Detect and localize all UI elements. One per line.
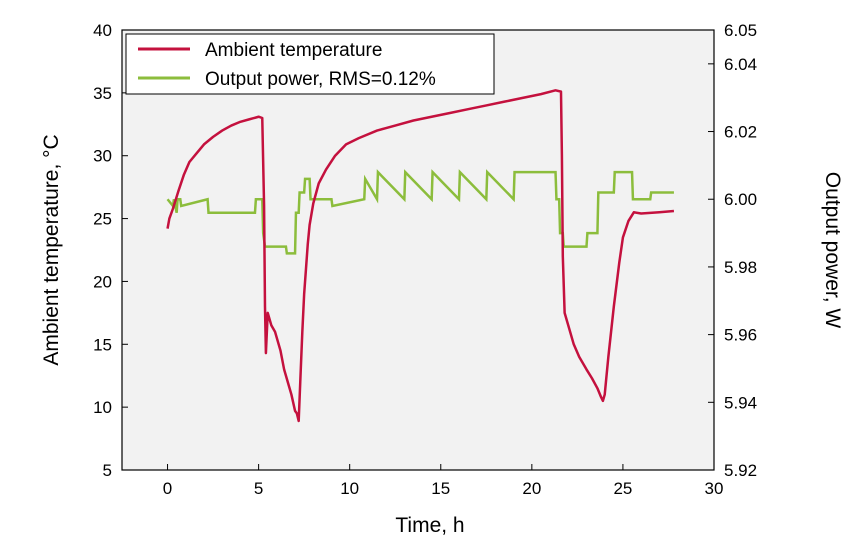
y-left-tick-label: 5	[103, 461, 112, 480]
temperature-series-line	[166, 89, 675, 423]
temperature-series-group	[166, 89, 675, 423]
legend-label-temperature: Ambient temperature	[205, 40, 382, 61]
y-left-axis-title: Ambient temperature, °C	[40, 134, 63, 365]
x-tick-label: 20	[522, 479, 541, 498]
y-left-tick-label: 40	[93, 21, 112, 40]
y-left-tick-label: 20	[93, 272, 112, 291]
y-left-tick-label: 10	[93, 398, 112, 417]
y-right-tick-label: 5.98	[724, 258, 757, 277]
x-tick-label: 10	[340, 479, 359, 498]
y-left-tick-label: 15	[93, 335, 112, 354]
legend-box	[125, 33, 495, 95]
y-right-tick-label: 6.02	[724, 123, 757, 142]
y-left-tick-label: 25	[93, 210, 112, 229]
y-right-tick-label: 5.92	[724, 461, 757, 480]
power-series-group	[166, 169, 674, 255]
x-tick-label: 0	[163, 479, 172, 498]
y-right-axis-ticks: 5.92 5.94 5.96 5.98 6.00 6.02 6.04 6.05	[708, 21, 757, 480]
legend: Ambient temperature Output power, RMS=0.…	[125, 33, 495, 95]
power-series-line	[166, 169, 674, 255]
y-right-tick-label: 6.05	[724, 21, 757, 40]
x-tick-label: 15	[431, 479, 450, 498]
y-left-tick-label: 30	[93, 147, 112, 166]
y-right-tick-label: 5.94	[724, 393, 757, 412]
x-axis-ticks: 0 5 10 15 20 25 30	[163, 464, 724, 498]
x-axis-title: Time, h	[395, 514, 464, 537]
y-right-axis-title: Output power, W	[821, 172, 844, 329]
y-left-axis-ticks: 5 10 15 20 25 30 35 40	[93, 21, 128, 480]
legend-label-power: Output power, RMS=0.12%	[205, 69, 436, 90]
x-tick-label: 30	[705, 479, 724, 498]
x-tick-label: 25	[613, 479, 632, 498]
y-right-tick-label: 6.04	[724, 55, 757, 74]
plot-frame	[121, 29, 715, 471]
y-left-tick-label: 35	[93, 84, 112, 103]
plot-area	[122, 30, 714, 470]
y-right-tick-label: 6.00	[724, 190, 757, 209]
y-right-tick-label: 5.96	[724, 326, 757, 345]
x-tick-label: 5	[254, 479, 263, 498]
